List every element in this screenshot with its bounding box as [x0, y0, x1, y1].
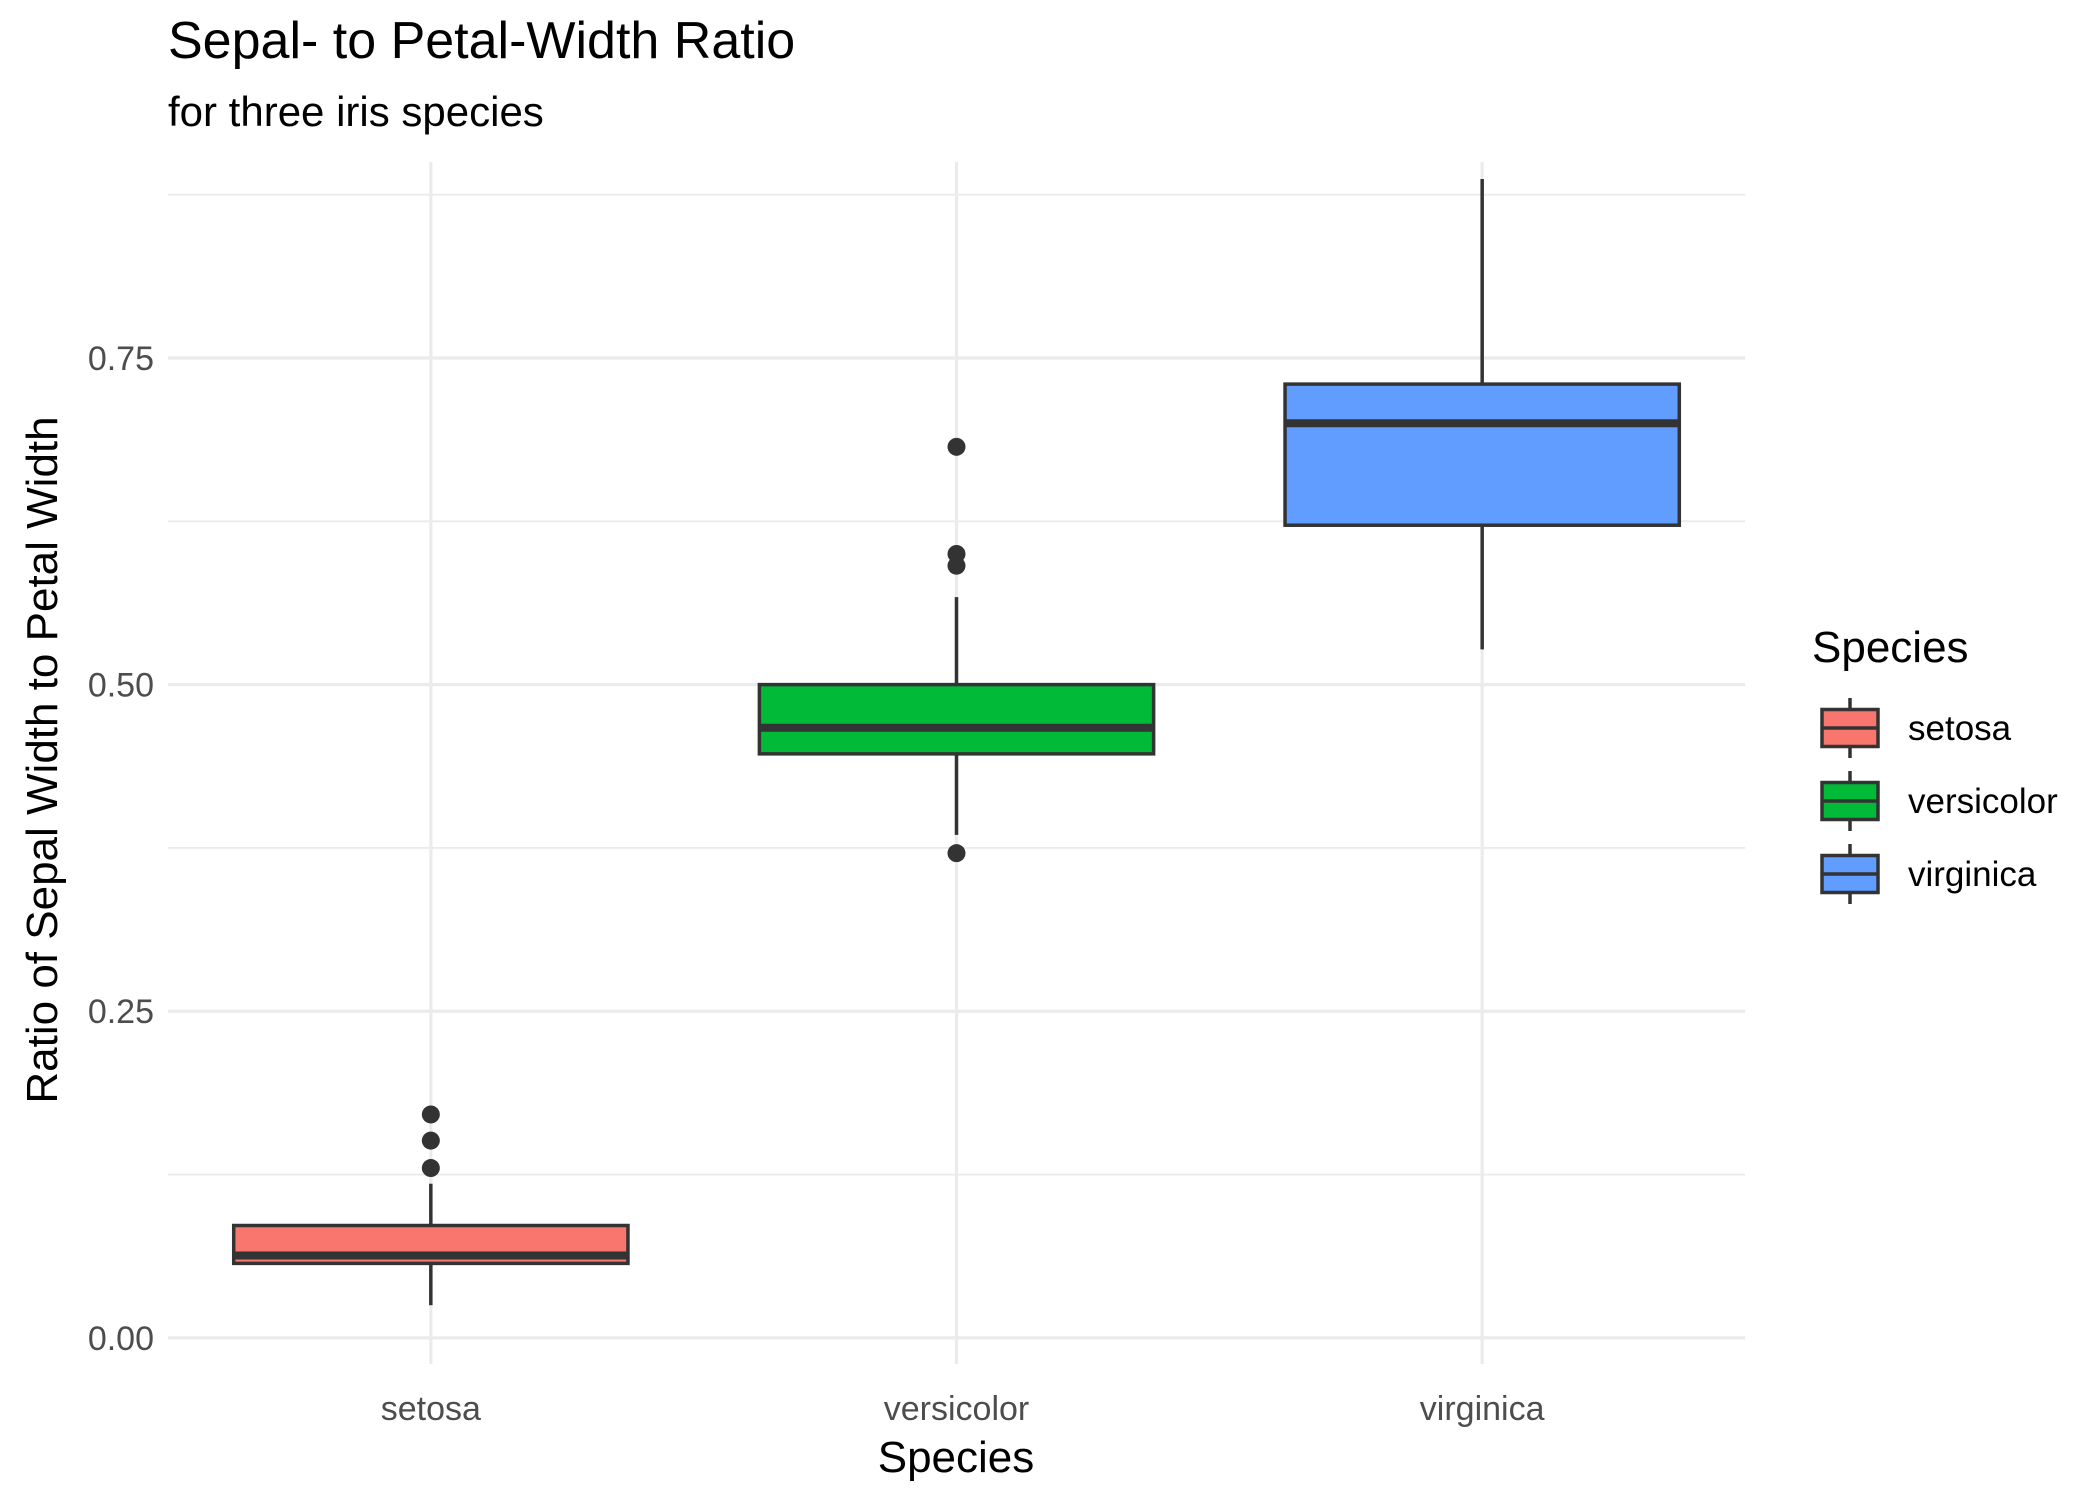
legend-entry-versicolor: versicolor	[1820, 771, 2058, 831]
legend: Species setosa versicolor virginica	[1812, 623, 2058, 904]
box-setosa	[231, 1105, 630, 1306]
box-series	[231, 178, 1682, 1306]
outlier-point	[947, 544, 966, 563]
outlier-point	[421, 1105, 440, 1124]
outlier-point	[947, 437, 966, 456]
chart-subtitle: for three iris species	[168, 88, 544, 135]
box-virginica	[1283, 178, 1682, 650]
legend-label: virginica	[1908, 855, 2037, 894]
x-tick-label: versicolor	[884, 1390, 1029, 1428]
y-tick-label: 0.75	[88, 340, 154, 378]
y-axis-tick-labels: 0.00 0.25 0.50 0.75	[88, 340, 154, 1358]
outlier-point	[421, 1159, 440, 1178]
legend-entry-virginica: virginica	[1820, 844, 2037, 904]
y-axis-title: Ratio of Sepal Width to Petal Width	[18, 416, 67, 1103]
x-tick-label: setosa	[381, 1390, 481, 1428]
outlier-point	[947, 844, 966, 863]
legend-label: versicolor	[1908, 782, 2058, 821]
legend-entry-setosa: setosa	[1820, 698, 2012, 758]
legend-label: setosa	[1908, 709, 2012, 748]
legend-title: Species	[1812, 623, 1969, 672]
y-tick-label: 0.25	[88, 993, 154, 1031]
y-tick-label: 0.50	[88, 667, 154, 705]
box-body	[1283, 382, 1682, 527]
outlier-point	[421, 1131, 440, 1150]
legend-entries: setosa versicolor virginica	[1820, 698, 2058, 904]
box-body	[757, 682, 1156, 756]
x-axis-title: Species	[878, 1433, 1035, 1482]
chart-title: Sepal- to Petal-Width Ratio	[168, 12, 795, 70]
box-versicolor	[757, 437, 1156, 863]
x-tick-label: virginica	[1420, 1390, 1545, 1428]
y-tick-label: 0.00	[88, 1320, 154, 1358]
x-axis-tick-labels: setosa versicolor virginica	[381, 1390, 1545, 1428]
